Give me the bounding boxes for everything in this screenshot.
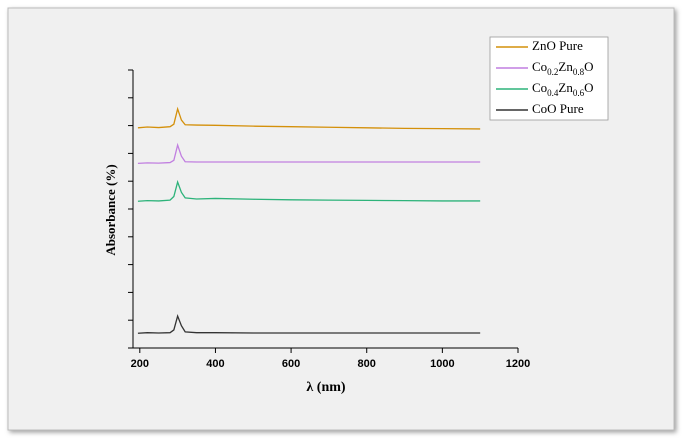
x-tick-label: 1200 <box>506 358 530 370</box>
x-tick-label: 400 <box>206 358 224 370</box>
series-line <box>137 106 481 130</box>
legend <box>489 36 609 121</box>
series-line <box>137 179 481 202</box>
y-axis-label: Absorbance (%) <box>103 164 118 255</box>
x-axis-label: λ (nm) <box>306 380 345 395</box>
series-line <box>137 313 481 334</box>
series-line <box>137 142 481 165</box>
x-tick-label: 600 <box>282 358 300 370</box>
x-tick-label: 1000 <box>430 358 454 370</box>
legend-label: Co0.2Zn0.8O <box>532 59 594 77</box>
x-tick-label: 800 <box>358 358 376 370</box>
legend-label: CoO Pure <box>532 101 584 116</box>
x-tick-label: 200 <box>131 358 149 370</box>
legend-label: Co0.4Zn0.6O <box>532 80 594 98</box>
legend-label: ZnO Pure <box>532 38 583 53</box>
